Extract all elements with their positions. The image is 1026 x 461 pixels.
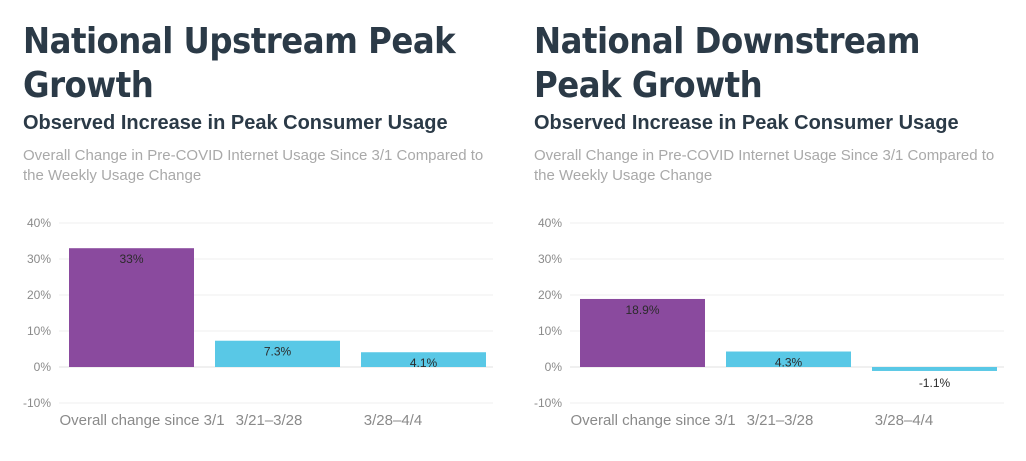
x-category-label: 3/21–3/28	[747, 412, 814, 429]
data-label: 7.3%	[264, 345, 292, 359]
bar	[69, 248, 194, 367]
x-category-label: Overall change since 3/1	[570, 412, 735, 429]
upstream-bar-chart: 40% 30% 20% 10% 0% -10% 33% Overall change sinc…	[23, 216, 493, 429]
y-tick-label: 40%	[538, 216, 562, 230]
chart-subtitle: Observed Increase in Peak Consumer Usage	[534, 112, 959, 134]
y-tick-label: 20%	[27, 288, 51, 302]
y-tick-label: -10%	[534, 396, 562, 410]
chart-title: National Upstream Peak Growth	[23, 21, 456, 106]
y-tick-label: 30%	[27, 252, 51, 266]
downstream-chart-panel: National Downstream Peak Growth Observed…	[534, 0, 1026, 461]
data-label: 4.3%	[775, 356, 803, 370]
bar	[872, 367, 997, 371]
chart-description: Overall Change in Pre-COVID Internet Usa…	[534, 147, 995, 184]
y-tick-label: 10%	[538, 324, 562, 338]
y-tick-label: 0%	[545, 360, 563, 374]
y-tick-label: 40%	[27, 216, 51, 230]
bar	[361, 352, 486, 367]
data-label: -1.1%	[919, 376, 951, 390]
x-category-label: 3/28–4/4	[364, 412, 422, 429]
x-category-label: 3/21–3/28	[236, 412, 303, 429]
y-tick-label: 0%	[34, 360, 52, 374]
bar	[726, 351, 851, 367]
x-category-label: 3/28–4/4	[875, 412, 933, 429]
bar	[580, 298, 705, 367]
y-tick-label: 30%	[538, 252, 562, 266]
data-label: 4.1%	[410, 356, 438, 370]
y-tick-label: 20%	[538, 288, 562, 302]
y-tick-label: 10%	[27, 324, 51, 338]
chart-title: National Downstream Peak Growth	[534, 21, 921, 106]
x-category-label: Overall change since 3/1	[59, 412, 224, 429]
chart-subtitle: Observed Increase in Peak Consumer Usage	[23, 112, 448, 134]
y-tick-label: -10%	[23, 396, 51, 410]
data-label: 33%	[119, 252, 143, 266]
chart-description: Overall Change in Pre-COVID Internet Usa…	[23, 147, 484, 184]
data-label: 18.9%	[625, 303, 659, 317]
upstream-chart-panel: National Upstream Peak Growth Observed I…	[23, 0, 523, 461]
downstream-bar-chart: 40% 30% 20% 10% 0% -10% 18.9% Overall change si…	[534, 216, 1004, 429]
bar	[215, 340, 340, 367]
